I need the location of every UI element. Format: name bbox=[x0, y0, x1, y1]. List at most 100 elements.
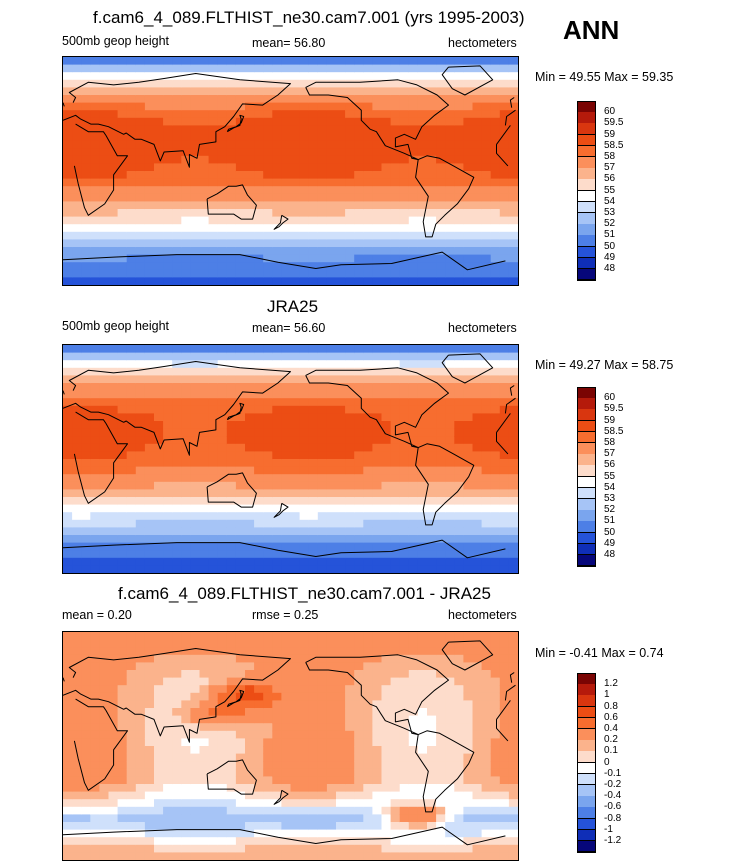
field-cell bbox=[372, 345, 383, 354]
field-cell bbox=[472, 133, 483, 142]
field-cell bbox=[81, 459, 91, 468]
field-cell bbox=[163, 117, 173, 126]
field-cell bbox=[354, 345, 364, 354]
field-cell bbox=[135, 504, 146, 513]
field-cell bbox=[154, 639, 164, 648]
field-cell bbox=[463, 565, 474, 573]
field-cell bbox=[172, 79, 182, 88]
field-cell bbox=[345, 102, 355, 111]
field-cell bbox=[317, 201, 328, 210]
field-cell bbox=[263, 753, 273, 762]
field-cell bbox=[336, 647, 346, 656]
field-cell bbox=[508, 776, 518, 785]
field-cell bbox=[290, 201, 301, 210]
field-cell bbox=[290, 829, 301, 838]
field-cell bbox=[508, 277, 518, 285]
field-cell bbox=[217, 677, 228, 686]
field-cell bbox=[235, 413, 246, 422]
field-cell bbox=[508, 565, 518, 573]
field-cell bbox=[326, 239, 337, 248]
field-cell bbox=[499, 262, 510, 271]
field-cell bbox=[108, 428, 119, 437]
field-cell bbox=[281, 730, 292, 739]
field-cell bbox=[463, 224, 474, 233]
field-cell bbox=[199, 254, 210, 263]
field-cell bbox=[190, 837, 201, 846]
field-cell bbox=[463, 512, 474, 521]
field-cell bbox=[81, 72, 91, 81]
field-cell bbox=[326, 459, 337, 468]
field-cell bbox=[508, 171, 518, 180]
field-cell bbox=[481, 247, 492, 256]
field-cell bbox=[336, 670, 346, 679]
field-cell bbox=[399, 72, 410, 81]
field-cell bbox=[172, 654, 182, 663]
field-cell bbox=[235, 738, 246, 747]
field-cell bbox=[199, 753, 210, 762]
field-cell bbox=[417, 110, 428, 119]
field-cell bbox=[381, 708, 392, 717]
field-cell bbox=[281, 738, 292, 747]
field-cell bbox=[163, 799, 173, 808]
field-cell bbox=[390, 466, 401, 475]
field-cell bbox=[172, 262, 182, 271]
field-cell bbox=[436, 239, 446, 248]
field-cell bbox=[226, 791, 237, 800]
field-cell bbox=[126, 405, 137, 414]
field-cell bbox=[190, 201, 201, 210]
field-cell bbox=[81, 102, 91, 111]
field-cell bbox=[317, 148, 328, 157]
field-cell bbox=[381, 677, 392, 686]
field-cell bbox=[226, 685, 237, 694]
field-cell bbox=[308, 708, 319, 717]
field-cell bbox=[299, 852, 310, 860]
field-cell bbox=[499, 844, 510, 853]
field-cell bbox=[154, 133, 164, 142]
field-cell bbox=[135, 489, 146, 498]
field-cell bbox=[181, 428, 191, 437]
field-cell bbox=[63, 224, 73, 233]
field-cell bbox=[445, 201, 455, 210]
field-cell bbox=[427, 761, 437, 770]
field-cell bbox=[490, 383, 501, 392]
field-cell bbox=[427, 557, 437, 566]
field-cell bbox=[281, 360, 292, 369]
field-cell bbox=[408, 352, 419, 361]
field-cell bbox=[481, 459, 492, 468]
field-cell bbox=[481, 647, 492, 656]
field-cell bbox=[245, 262, 255, 271]
field-cell bbox=[427, 670, 437, 679]
field-cell bbox=[308, 512, 319, 521]
field-cell bbox=[299, 768, 310, 777]
field-cell bbox=[163, 730, 173, 739]
field-cell bbox=[354, 700, 364, 709]
field-cell bbox=[181, 405, 191, 414]
field-cell bbox=[117, 345, 128, 354]
field-cell bbox=[172, 829, 182, 838]
field-cell bbox=[372, 140, 383, 149]
field-cell bbox=[336, 700, 346, 709]
field-cell bbox=[263, 398, 273, 407]
field-cell bbox=[99, 822, 110, 831]
field-cell bbox=[63, 436, 73, 445]
field-cell bbox=[408, 345, 419, 354]
field-cell bbox=[281, 670, 292, 679]
colorbar-tick-label: -0.4 bbox=[604, 790, 622, 802]
field-cell bbox=[226, 239, 237, 248]
field-cell bbox=[417, 398, 428, 407]
field-cell bbox=[108, 632, 119, 641]
field-cell bbox=[272, 814, 282, 823]
field-cell bbox=[299, 692, 310, 701]
field-cell bbox=[390, 398, 401, 407]
field-cell bbox=[235, 474, 246, 483]
field-cell bbox=[90, 277, 100, 285]
field-cell bbox=[463, 428, 474, 437]
colorbar-swatch bbox=[577, 431, 596, 444]
field-cell bbox=[390, 489, 401, 498]
field-cell bbox=[445, 730, 455, 739]
field-cell bbox=[254, 87, 264, 96]
field-cell bbox=[472, 231, 483, 240]
field-cell bbox=[226, 557, 237, 566]
field-cell bbox=[463, 383, 474, 392]
field-cell bbox=[126, 466, 137, 475]
